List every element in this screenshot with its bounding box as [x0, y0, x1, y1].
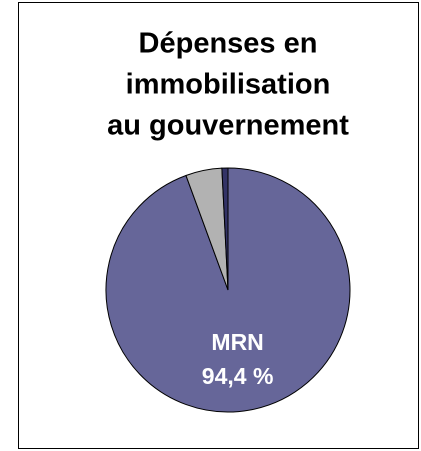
chart-title: Dépenses en — [139, 28, 318, 60]
pie-slice — [221, 167, 229, 291]
slice-value-label: 94,4 % — [202, 363, 274, 389]
slice-label: MRN — [211, 329, 263, 355]
chart-title: immobilisation — [126, 69, 331, 101]
chart-title: au gouvernement — [107, 110, 349, 142]
